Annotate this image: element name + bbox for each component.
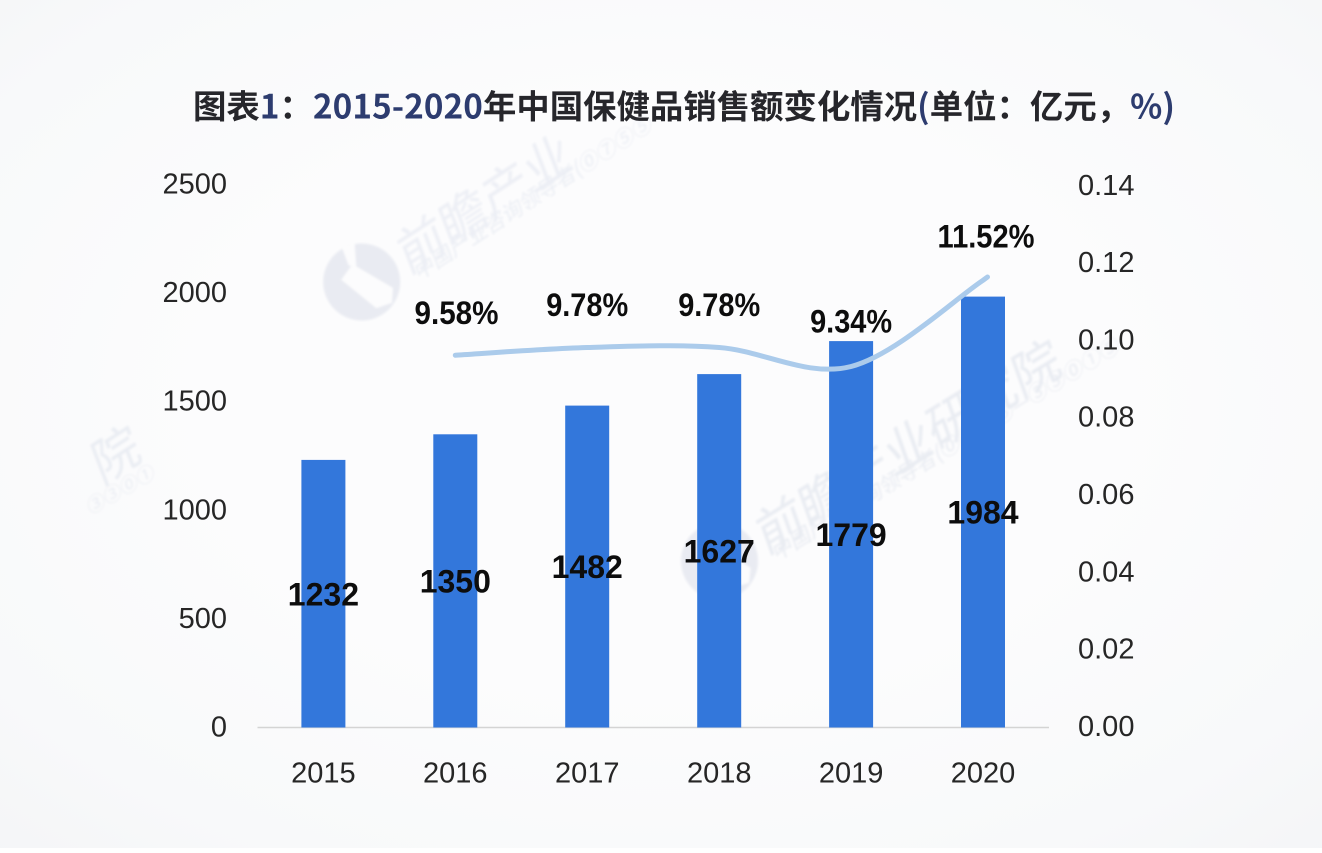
svg-text:11.52%: 11.52% (938, 219, 1035, 255)
svg-text:2020: 2020 (951, 757, 1016, 789)
svg-text:2015: 2015 (291, 757, 356, 789)
svg-text:9.78%: 9.78% (678, 287, 760, 323)
svg-text:0.00: 0.00 (1078, 711, 1134, 743)
svg-text:2000: 2000 (162, 277, 227, 309)
svg-text:2016: 2016 (423, 757, 488, 789)
svg-text:1482: 1482 (552, 549, 623, 585)
svg-text:1779: 1779 (816, 517, 887, 553)
svg-text:1000: 1000 (162, 494, 227, 526)
svg-text:0.12: 0.12 (1078, 247, 1134, 279)
svg-text:0.08: 0.08 (1078, 402, 1134, 434)
svg-text:0.02: 0.02 (1078, 634, 1134, 666)
svg-text:0.14: 0.14 (1078, 170, 1134, 202)
svg-text:500: 500 (179, 603, 227, 635)
svg-text:9.34%: 9.34% (810, 304, 892, 340)
svg-text:0.04: 0.04 (1078, 556, 1134, 588)
svg-text:1232: 1232 (288, 576, 359, 612)
svg-text:0: 0 (211, 711, 227, 743)
svg-text:1984: 1984 (947, 495, 1018, 531)
svg-text:2019: 2019 (819, 757, 884, 789)
svg-text:9.58%: 9.58% (415, 295, 499, 331)
svg-text:0.10: 0.10 (1078, 324, 1134, 356)
svg-text:2500: 2500 (162, 169, 227, 201)
svg-text:2017: 2017 (555, 757, 620, 789)
svg-text:1350: 1350 (420, 564, 491, 600)
svg-text:2018: 2018 (687, 757, 752, 789)
svg-text:1500: 1500 (162, 386, 227, 418)
svg-text:1627: 1627 (684, 533, 755, 569)
svg-text:0.06: 0.06 (1078, 479, 1134, 511)
svg-text:9.78%: 9.78% (546, 287, 628, 323)
